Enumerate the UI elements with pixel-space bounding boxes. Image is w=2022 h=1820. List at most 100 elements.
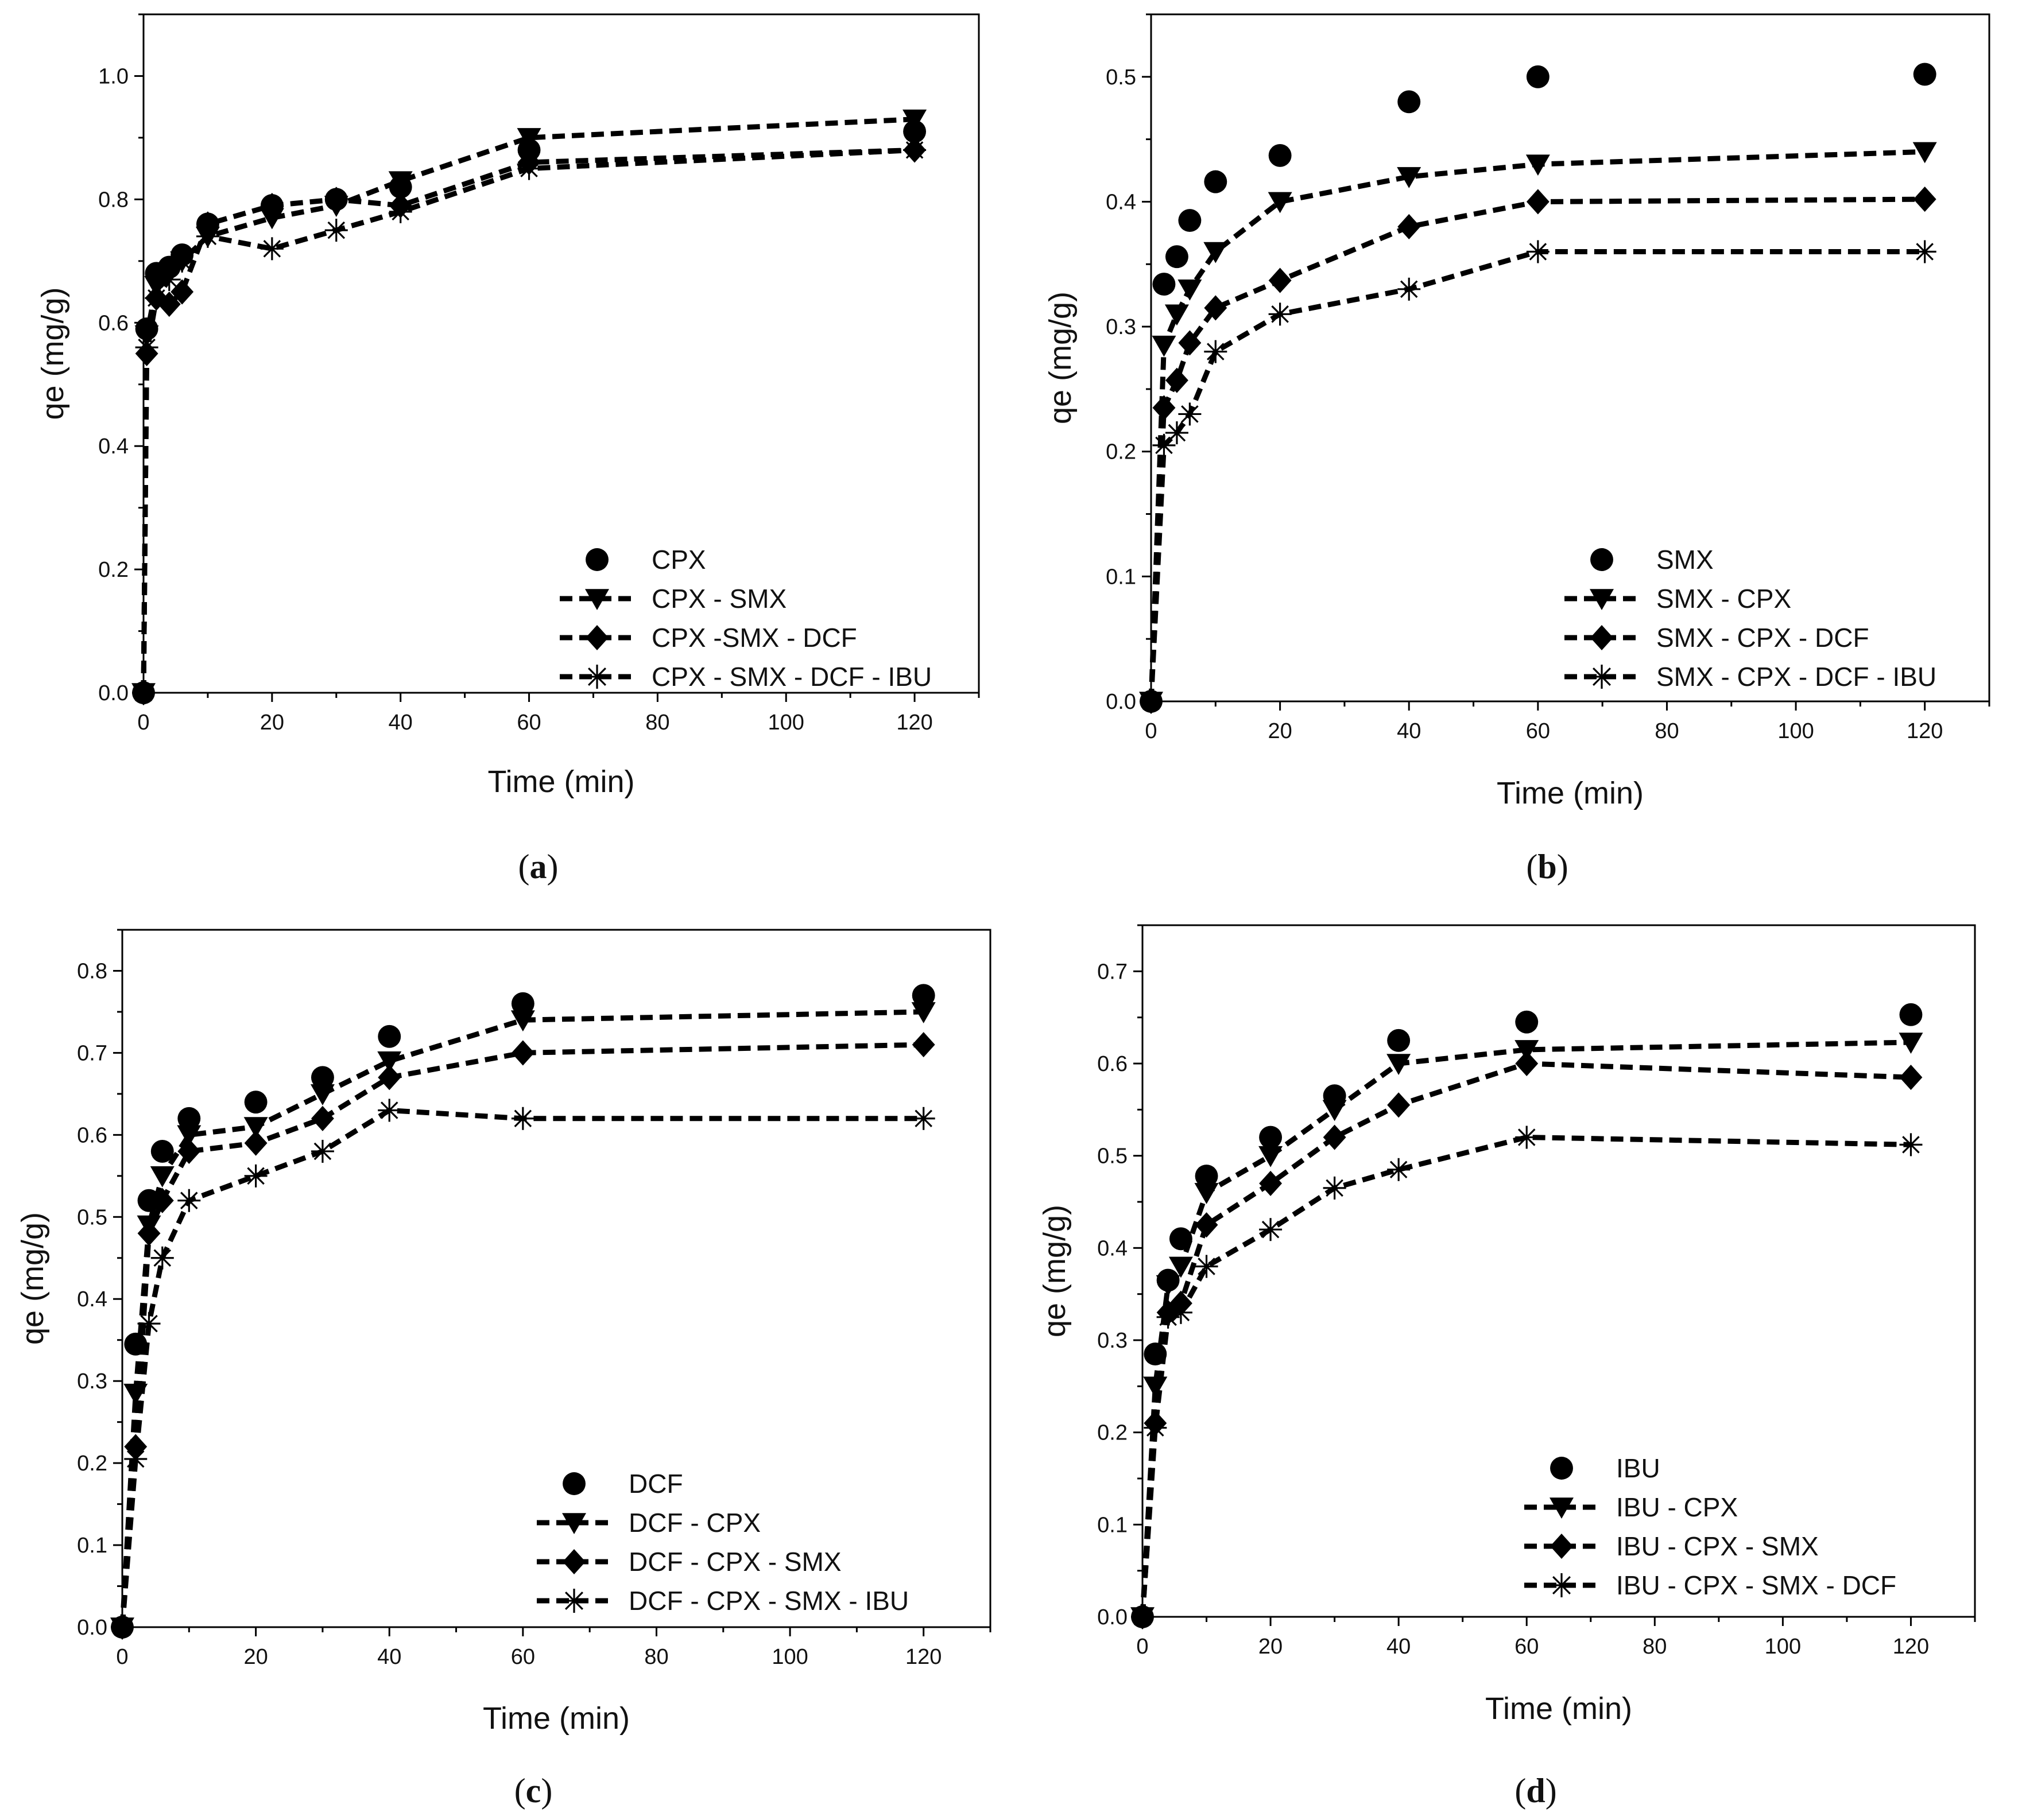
- legend-label: CPX -SMX - DCF: [652, 623, 857, 653]
- y-tick-label: 0.4: [1097, 1236, 1128, 1260]
- series-cpx-smx-dcf: [132, 137, 927, 706]
- x-tick-label: 100: [1765, 1635, 1801, 1659]
- legend-label: SMX - CPX: [1656, 584, 1791, 614]
- y-tick-label: 0.5: [77, 1205, 107, 1229]
- data-point-asterisk: [1131, 1605, 1154, 1628]
- data-point-circle: [1259, 1126, 1283, 1149]
- data-point-asterisk: [124, 1447, 148, 1470]
- x-tick-label: 100: [768, 711, 804, 735]
- legend-marker-triangle-down: [562, 1513, 586, 1534]
- y-tick-label: 0.4: [98, 434, 129, 459]
- y-tick-label: 0.5: [1106, 65, 1136, 90]
- y-tick-label: 0.0: [1106, 690, 1136, 714]
- data-point-diamond: [1323, 1124, 1346, 1150]
- x-tick-label: 20: [1268, 719, 1292, 743]
- data-point-asterisk: [311, 1139, 334, 1163]
- data-point-asterisk: [1140, 690, 1163, 713]
- series-cpx: [132, 120, 927, 704]
- x-tick-label: 80: [1655, 719, 1679, 743]
- data-point-asterisk: [1387, 1158, 1411, 1181]
- data-point-asterisk: [912, 1107, 935, 1130]
- data-point-asterisk: [244, 1164, 268, 1188]
- x-tick-label: 0: [137, 711, 149, 735]
- data-point-asterisk: [1899, 1133, 1923, 1157]
- plot-frame: [142, 13, 980, 694]
- data-point-diamond: [1913, 187, 1936, 212]
- data-point-triangle-down: [1912, 142, 1937, 164]
- x-tick-label: 120: [1893, 1635, 1929, 1659]
- x-tick-label: 20: [260, 711, 284, 735]
- y-axis-title: qe (mg/g): [1043, 292, 1078, 424]
- data-point-asterisk: [260, 237, 284, 261]
- data-point-triangle-down: [1203, 242, 1228, 263]
- data-point-diamond: [324, 187, 348, 212]
- series-line: [1148, 196, 1925, 702]
- series-line: [141, 147, 915, 693]
- data-point-diamond: [1152, 395, 1176, 421]
- x-tick-label: 80: [644, 1645, 668, 1669]
- plot-frame: [1150, 13, 1990, 703]
- data-point-asterisk: [1144, 1416, 1167, 1439]
- data-point-asterisk: [150, 1246, 174, 1270]
- data-point-circle: [1165, 245, 1188, 269]
- legend: SMX SMX - CPX SMX - CPX - DCF SMX - CPX - D…: [1564, 545, 1936, 692]
- data-point-circle: [1899, 1003, 1923, 1026]
- data-point-asterisk: [111, 1616, 134, 1639]
- panel-label: (b): [1526, 848, 1568, 886]
- series-line: [119, 1009, 924, 1628]
- series-cpx-smx: [131, 109, 927, 704]
- legend-marker-diamond: [1590, 624, 1613, 651]
- legend-marker-triangle-down: [1550, 1497, 1574, 1519]
- y-tick-label: 0.4: [1106, 190, 1136, 214]
- series-line: [141, 117, 915, 693]
- data-point-diamond: [1526, 189, 1550, 215]
- data-point-circle: [1204, 170, 1227, 193]
- x-tick-label: 0: [116, 1645, 128, 1669]
- y-tick-label: 0.2: [1106, 440, 1136, 464]
- y-tick-label: 0.2: [1097, 1421, 1128, 1445]
- data-point-circle: [1515, 1010, 1539, 1034]
- series-smx-cpx-dcf-ibu: [1140, 240, 1936, 713]
- legend-label: DCF - CPX - SMX - IBU: [629, 1586, 909, 1616]
- data-point-asterisk: [137, 1312, 161, 1336]
- data-point-diamond: [1178, 330, 1202, 356]
- series-cpx-smx-dcf-ibu: [132, 138, 927, 704]
- data-point-asterisk: [1169, 1301, 1192, 1324]
- legend-label: DCF - CPX: [629, 1508, 761, 1538]
- data-point-asterisk: [903, 138, 927, 162]
- y-tick-label: 0.6: [77, 1123, 107, 1147]
- legend-label: SMX - CPX - DCF - IBU: [1656, 662, 1936, 692]
- series-line: [1140, 1039, 1911, 1617]
- data-point-circle: [1178, 209, 1202, 232]
- x-tick-label: 60: [511, 1645, 535, 1669]
- legend-label: IBU - CPX - SMX: [1616, 1531, 1819, 1561]
- legend-marker-circle: [1590, 548, 1613, 571]
- data-point-triangle-down: [1258, 1146, 1283, 1167]
- y-tick-label: 0.2: [98, 558, 129, 582]
- data-point-circle: [150, 1139, 174, 1163]
- data-point-triangle-down: [517, 128, 541, 149]
- legend-label: IBU: [1616, 1453, 1660, 1483]
- data-point-triangle-down: [259, 208, 284, 230]
- legend-marker-circle: [1550, 1457, 1573, 1480]
- data-point-circle: [311, 1066, 334, 1089]
- data-point-diamond: [1195, 1212, 1218, 1238]
- data-point-triangle-down: [1168, 1256, 1193, 1278]
- data-point-asterisk: [1195, 1255, 1218, 1278]
- data-point-circle: [1268, 143, 1292, 167]
- x-tick-label: 20: [243, 1645, 268, 1669]
- x-tick-label: 120: [1907, 719, 1943, 743]
- x-tick-label: 120: [905, 1645, 942, 1669]
- y-tick-label: 0.1: [77, 1534, 107, 1558]
- x-axis-title: Time (min): [1497, 776, 1644, 810]
- x-tick-label: 120: [896, 711, 932, 735]
- series-ibu-cpx-smx-dcf: [1131, 1126, 1923, 1628]
- legend-marker-asterisk: [1550, 1573, 1574, 1597]
- data-point-asterisk: [1397, 277, 1421, 301]
- data-point-asterisk: [135, 336, 158, 359]
- data-point-triangle-down: [1397, 167, 1421, 188]
- legend-label: CPX: [652, 545, 706, 575]
- series-line: [1148, 149, 1925, 702]
- data-point-diamond: [1515, 1050, 1539, 1077]
